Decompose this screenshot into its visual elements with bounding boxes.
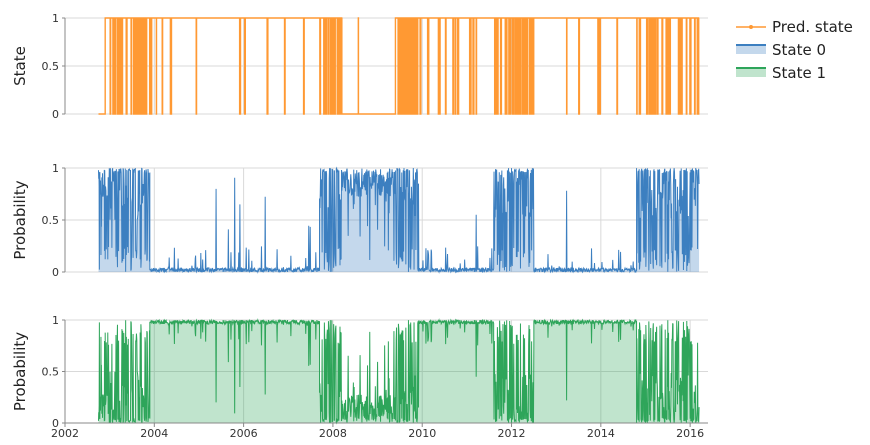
y-tick-label: 0 [52, 266, 59, 279]
x-tick-label: 2004 [140, 427, 168, 440]
legend-marker-pred-state [749, 25, 753, 29]
legend-label: State 1 [772, 64, 826, 82]
x-tick-label: 2010 [408, 427, 436, 440]
y-tick-label: 1 [52, 314, 59, 327]
y-axis-label: Probability [11, 332, 29, 411]
y-axis-label: State [11, 46, 29, 86]
y-axis-label: Probability [11, 180, 29, 259]
x-tick-label: 2006 [230, 427, 258, 440]
panel-predicted-state: 0 0.5 1 State [11, 12, 708, 121]
y-tick-label: 0.5 [42, 366, 60, 379]
series-line-pred-state [98, 17, 700, 115]
legend-label: Pred. state [772, 18, 853, 36]
x-axis: 2002 2004 2006 2008 2010 2012 2014 2016 [51, 422, 708, 440]
x-tick-label: 2016 [676, 427, 704, 440]
legend-label: State 0 [772, 41, 826, 59]
legend: Pred. state State 0 State 1 [736, 18, 853, 82]
legend-swatch-state1 [736, 68, 766, 77]
panel-state1-probability: 0 0.5 1 Probability [11, 314, 708, 430]
y-tick-label: 0 [52, 417, 59, 430]
y-tick-label: 1 [52, 12, 59, 25]
legend-swatch-state0 [736, 45, 766, 54]
x-tick-label: 2008 [319, 427, 347, 440]
series-line-state0 [97, 166, 700, 274]
y-tick-label: 0.5 [42, 214, 60, 227]
series-line-state1 [97, 318, 700, 425]
panel-state0-probability: 0 0.5 1 Probability [11, 162, 708, 279]
x-tick-label: 2002 [51, 427, 79, 440]
y-tick-label: 0.5 [42, 60, 60, 73]
y-tick-label: 0 [52, 108, 59, 121]
series-area-state1 [98, 320, 700, 423]
x-tick-label: 2012 [498, 427, 526, 440]
y-tick-label: 1 [52, 162, 59, 175]
x-tick-label: 2014 [587, 427, 615, 440]
